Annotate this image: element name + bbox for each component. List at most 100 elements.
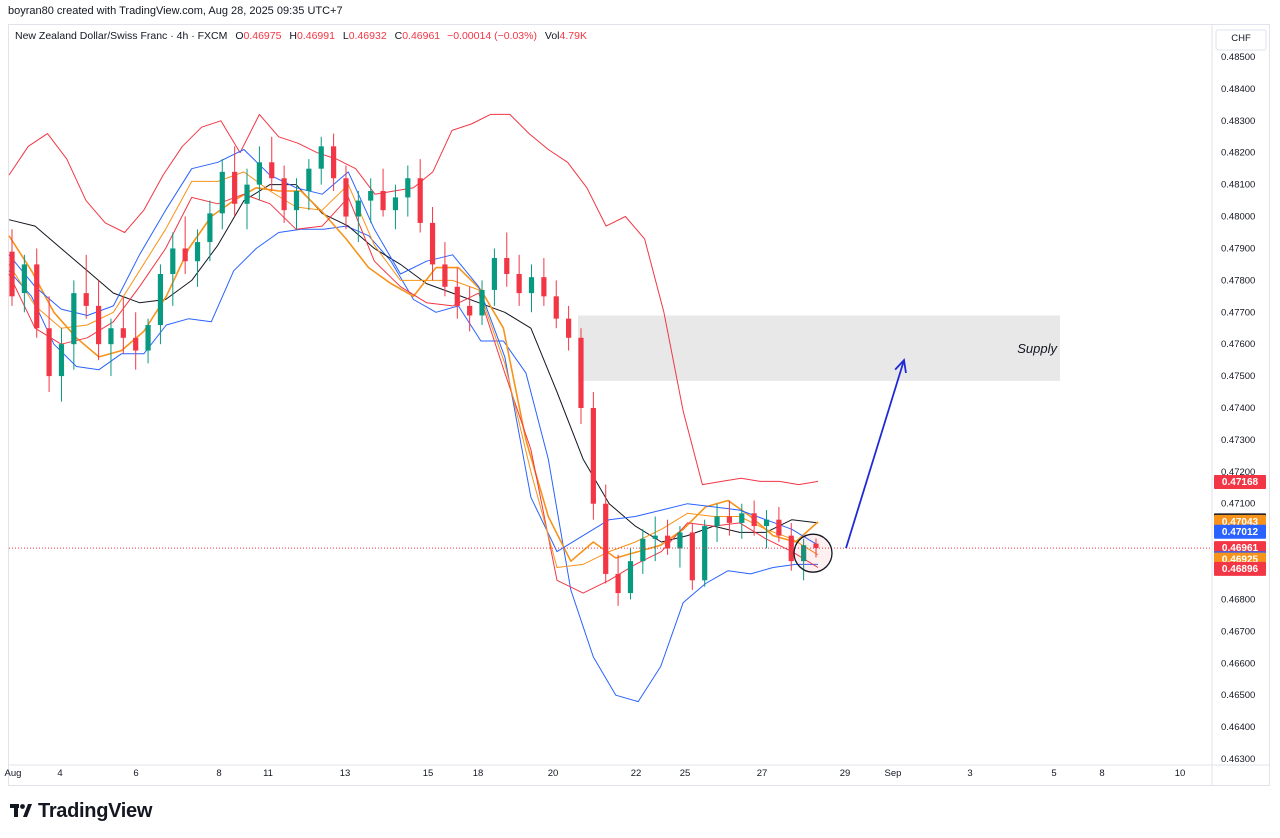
candle-body[interactable] <box>368 191 374 201</box>
candle-body[interactable] <box>405 178 411 198</box>
candle-body[interactable] <box>627 561 634 594</box>
candle-body[interactable] <box>677 532 683 549</box>
highlight-circle[interactable] <box>793 533 833 573</box>
candle-body[interactable] <box>640 538 646 562</box>
candle-body[interactable] <box>170 248 176 274</box>
supply-zone[interactable] <box>578 315 1060 381</box>
time-tick-label: 6 <box>133 768 138 779</box>
price-tick-label: 0.48000 <box>1221 212 1255 223</box>
candle-body[interactable] <box>689 532 695 581</box>
chart-frame[interactable] <box>8 24 1270 786</box>
candle-body[interactable] <box>714 516 720 527</box>
currency-label[interactable]: CHF <box>1231 33 1251 44</box>
candle-body[interactable] <box>652 535 658 539</box>
candle-body[interactable] <box>504 258 510 274</box>
candle-body[interactable] <box>133 337 139 351</box>
candle-body[interactable] <box>751 513 757 527</box>
time-tick-label: 25 <box>680 768 691 779</box>
candle-body[interactable] <box>541 277 547 297</box>
candle-body[interactable] <box>9 251 15 297</box>
candle-body[interactable] <box>763 519 770 527</box>
candle-body[interactable] <box>256 162 262 185</box>
candle-body[interactable] <box>590 408 596 504</box>
price-badge-label: 0.47012 <box>1222 527 1259 538</box>
candle-body[interactable] <box>491 258 497 290</box>
candle-body[interactable] <box>157 273 164 326</box>
time-tick-label: 20 <box>548 768 559 779</box>
price-tick-label: 0.46800 <box>1221 594 1255 605</box>
candle-body[interactable] <box>516 273 522 294</box>
candle-body[interactable] <box>318 146 324 169</box>
candle-body[interactable] <box>813 543 819 549</box>
candle-body[interactable] <box>219 171 225 214</box>
price-badge-label: 0.46925 <box>1222 555 1259 566</box>
candle-body[interactable] <box>417 178 423 223</box>
candle-body[interactable] <box>578 337 584 408</box>
candle-body[interactable] <box>331 146 337 179</box>
candle-body[interactable] <box>145 325 151 351</box>
candle-body[interactable] <box>58 344 65 377</box>
close-label: C <box>394 30 403 42</box>
candle-body[interactable] <box>615 573 621 594</box>
candle-body[interactable] <box>776 519 782 536</box>
candle-body[interactable] <box>380 191 386 211</box>
projection-arrow[interactable] <box>845 359 905 549</box>
candle-body[interactable] <box>664 535 671 549</box>
symbol-name[interactable]: New Zealand Dollar/Swiss Franc · 4h · FX… <box>15 30 228 42</box>
candle-body[interactable] <box>392 197 399 211</box>
candle-body[interactable] <box>293 191 300 211</box>
candle-body[interactable] <box>454 286 460 306</box>
candle-body[interactable] <box>269 162 275 179</box>
candle-body[interactable] <box>34 264 40 329</box>
price-tick-label: 0.47700 <box>1221 307 1255 318</box>
candle-body[interactable] <box>232 171 238 204</box>
change-value: −0.00014 (−0.03%) <box>447 30 537 42</box>
candle-body[interactable] <box>479 289 485 316</box>
candle-body[interactable] <box>429 222 436 265</box>
candle-body[interactable] <box>343 178 349 217</box>
candle-body[interactable] <box>739 513 745 523</box>
candle-body[interactable] <box>553 296 559 319</box>
candle-body[interactable] <box>108 328 114 345</box>
candle-body[interactable] <box>244 184 250 204</box>
ema-line <box>8 187 819 563</box>
price-tick-label: 0.46600 <box>1221 658 1255 669</box>
candle-body[interactable] <box>467 305 473 316</box>
time-tick-label: 18 <box>473 768 484 779</box>
candle-body[interactable] <box>788 535 794 562</box>
candle-body[interactable] <box>194 242 201 262</box>
open-value: 0.46975 <box>243 30 282 42</box>
candle-body[interactable] <box>355 200 361 217</box>
price-tick-label: 0.48300 <box>1221 116 1255 127</box>
candle-body[interactable] <box>207 213 213 243</box>
candle-body[interactable] <box>281 178 287 211</box>
chart-caption: boyran80 created with TradingView.com, A… <box>8 5 343 17</box>
time-tick-label: 15 <box>423 768 434 779</box>
candle-body[interactable] <box>46 328 52 377</box>
candle-body[interactable] <box>528 277 535 294</box>
candle-body[interactable] <box>21 264 27 294</box>
candle-body[interactable] <box>566 318 572 338</box>
time-tick-label: 29 <box>840 768 851 779</box>
candle-body[interactable] <box>306 168 312 192</box>
envelope-upper-line <box>8 149 819 553</box>
candle-body[interactable] <box>71 293 77 345</box>
price-tick-label: 0.46500 <box>1221 690 1255 701</box>
candle-body[interactable] <box>83 293 89 306</box>
candle-body[interactable] <box>801 545 807 562</box>
candle-body[interactable] <box>120 328 126 338</box>
close-value: 0.46961 <box>402 30 441 42</box>
tradingview-logo[interactable]: TradingView <box>10 800 152 823</box>
candle-body[interactable] <box>726 516 733 523</box>
candle-body[interactable] <box>603 503 609 574</box>
candle-body[interactable] <box>95 305 102 345</box>
candle-body[interactable] <box>182 248 188 262</box>
candle-body[interactable] <box>702 526 708 581</box>
candle-body[interactable] <box>442 264 448 287</box>
price-tick-label: 0.48500 <box>1221 52 1255 63</box>
bollinger-lower-line <box>8 225 818 703</box>
price-tick-label: 0.46300 <box>1221 754 1255 765</box>
time-tick-label: 5 <box>1051 768 1056 779</box>
time-tick-label: Aug <box>5 768 22 779</box>
